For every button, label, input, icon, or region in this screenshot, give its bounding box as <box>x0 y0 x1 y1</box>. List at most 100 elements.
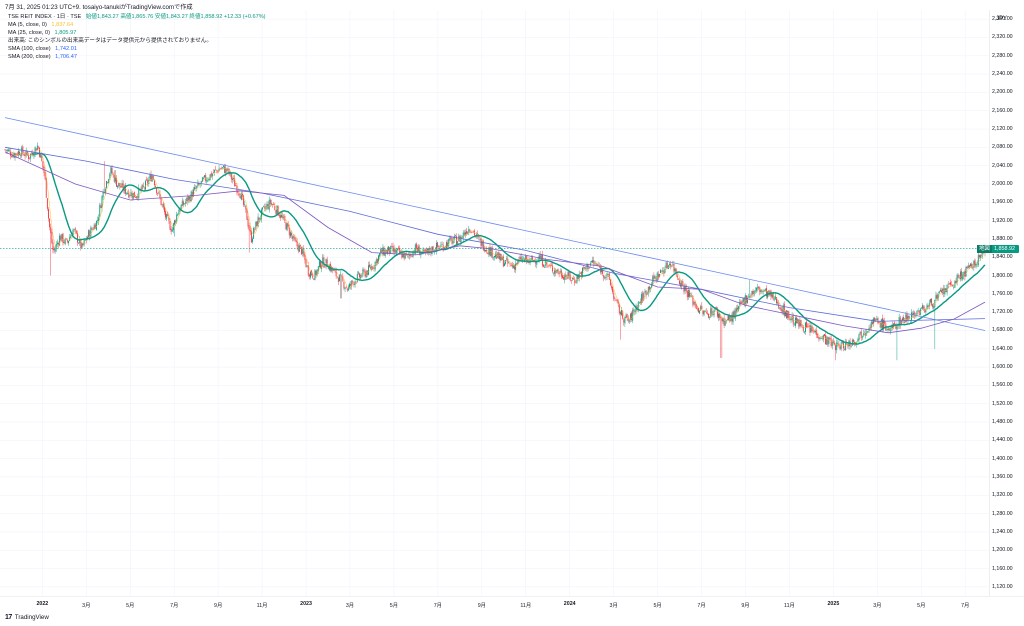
candle-body <box>894 322 896 326</box>
candle-body <box>917 310 919 311</box>
candle-body <box>107 182 109 183</box>
candle-body <box>944 288 946 295</box>
candle-body <box>567 272 569 279</box>
candle-body <box>313 278 315 280</box>
candle-body <box>15 153 17 155</box>
candle-body <box>360 274 362 279</box>
candle-body <box>828 337 830 345</box>
candle-body <box>762 291 764 293</box>
candle-body <box>114 177 116 182</box>
candle-body <box>970 263 971 267</box>
candle-body <box>211 173 213 177</box>
candle-body <box>51 231 53 243</box>
candle-body <box>700 306 702 311</box>
candle-body <box>964 271 966 277</box>
price-tick-label: 2,120.00 <box>992 126 1013 133</box>
candle-body <box>482 240 484 251</box>
candle-body <box>228 169 230 175</box>
candle-body <box>808 326 810 327</box>
candle-body <box>860 331 862 339</box>
candle-body <box>352 281 354 283</box>
candle-body <box>841 341 843 344</box>
candle-body <box>159 193 161 198</box>
candle-body <box>687 290 689 298</box>
candle-body <box>372 267 374 269</box>
candle-body <box>9 150 10 151</box>
candle-body <box>74 228 76 231</box>
time-tick-label: 7月 <box>433 603 442 609</box>
candle-body <box>711 307 713 315</box>
candle-body <box>817 333 819 339</box>
candle-body <box>357 272 359 274</box>
candle-body <box>128 191 130 198</box>
legend-row-ma25[interactable]: MA (25, close, 0) 1,805.97 <box>8 30 266 38</box>
candle-body <box>929 299 931 303</box>
candle-body <box>502 256 504 267</box>
candle-body <box>650 287 651 289</box>
candle-body <box>165 211 166 218</box>
candle-body <box>36 145 38 150</box>
candle-body <box>689 290 691 297</box>
legend-row-sma100[interactable]: SMA (100, close) 1,742.01 <box>8 46 266 54</box>
candle-body <box>462 232 464 239</box>
candle-body <box>511 264 513 268</box>
candle-body <box>515 263 517 271</box>
candle-body <box>741 301 743 303</box>
candle-body <box>386 249 388 254</box>
candle-body <box>303 248 305 256</box>
price-tick-label: 1,480.00 <box>992 419 1013 426</box>
legend-row-volume[interactable]: 出来高: このシンボルの出来高データはデータ提供元から提供されておりません。 <box>8 38 266 46</box>
candle-body <box>569 275 571 281</box>
candle-body <box>108 179 110 183</box>
candle-body <box>572 277 573 280</box>
candle-body <box>344 287 346 289</box>
candle-body <box>192 189 194 197</box>
candle-body <box>527 259 529 262</box>
candle-body <box>204 175 206 178</box>
candle-body <box>743 297 745 305</box>
candle-body <box>230 173 232 180</box>
candle-body <box>905 314 907 323</box>
candle-body <box>110 167 112 174</box>
time-tick-label: 2022 <box>36 601 49 607</box>
candle-body <box>956 274 958 283</box>
candle-body <box>40 154 42 158</box>
candle-body <box>395 250 397 253</box>
candle-body <box>84 239 86 241</box>
candle-body <box>447 242 449 248</box>
symbol-header[interactable]: TSE REIT INDEX · 1日 · TSE 始値1,843.27 高値1… <box>8 14 266 22</box>
candle-body <box>852 339 854 342</box>
candle-body <box>320 262 321 269</box>
legend-row-sma200[interactable]: SMA (200, close) 1,706.47 <box>8 54 266 62</box>
candle-body <box>562 275 563 279</box>
price-tick-label: 1,880.00 <box>992 235 1013 242</box>
currency-label[interactable]: JPY <box>996 16 1008 22</box>
candle-body <box>980 255 981 258</box>
candle-body <box>865 333 867 336</box>
candle-body <box>240 193 242 200</box>
candle-body <box>5 149 7 151</box>
candle-body <box>733 310 735 318</box>
candle-body <box>147 179 149 184</box>
candle-body <box>481 240 483 246</box>
legend-value: 1,742.01 <box>55 45 77 52</box>
candle-body <box>343 282 345 289</box>
candle-body <box>773 298 775 300</box>
candle-body <box>469 230 471 232</box>
candle-body <box>735 308 737 312</box>
candle-body <box>4 149 6 151</box>
tradingview-brand[interactable]: 17 TradingView <box>5 614 49 621</box>
candle-body <box>643 292 645 300</box>
candle-body <box>449 237 451 241</box>
candle-body <box>628 320 630 322</box>
candle-body <box>727 319 728 320</box>
candle-body <box>168 216 170 221</box>
candle-body <box>122 183 124 191</box>
candle-body <box>759 287 761 293</box>
legend-row-ma5[interactable]: MA (5, close, 0) 1,837.64 <box>8 22 266 30</box>
candle-body <box>590 261 592 262</box>
candle-body <box>419 247 421 256</box>
candle-body <box>612 286 614 293</box>
candle-body <box>124 185 126 194</box>
